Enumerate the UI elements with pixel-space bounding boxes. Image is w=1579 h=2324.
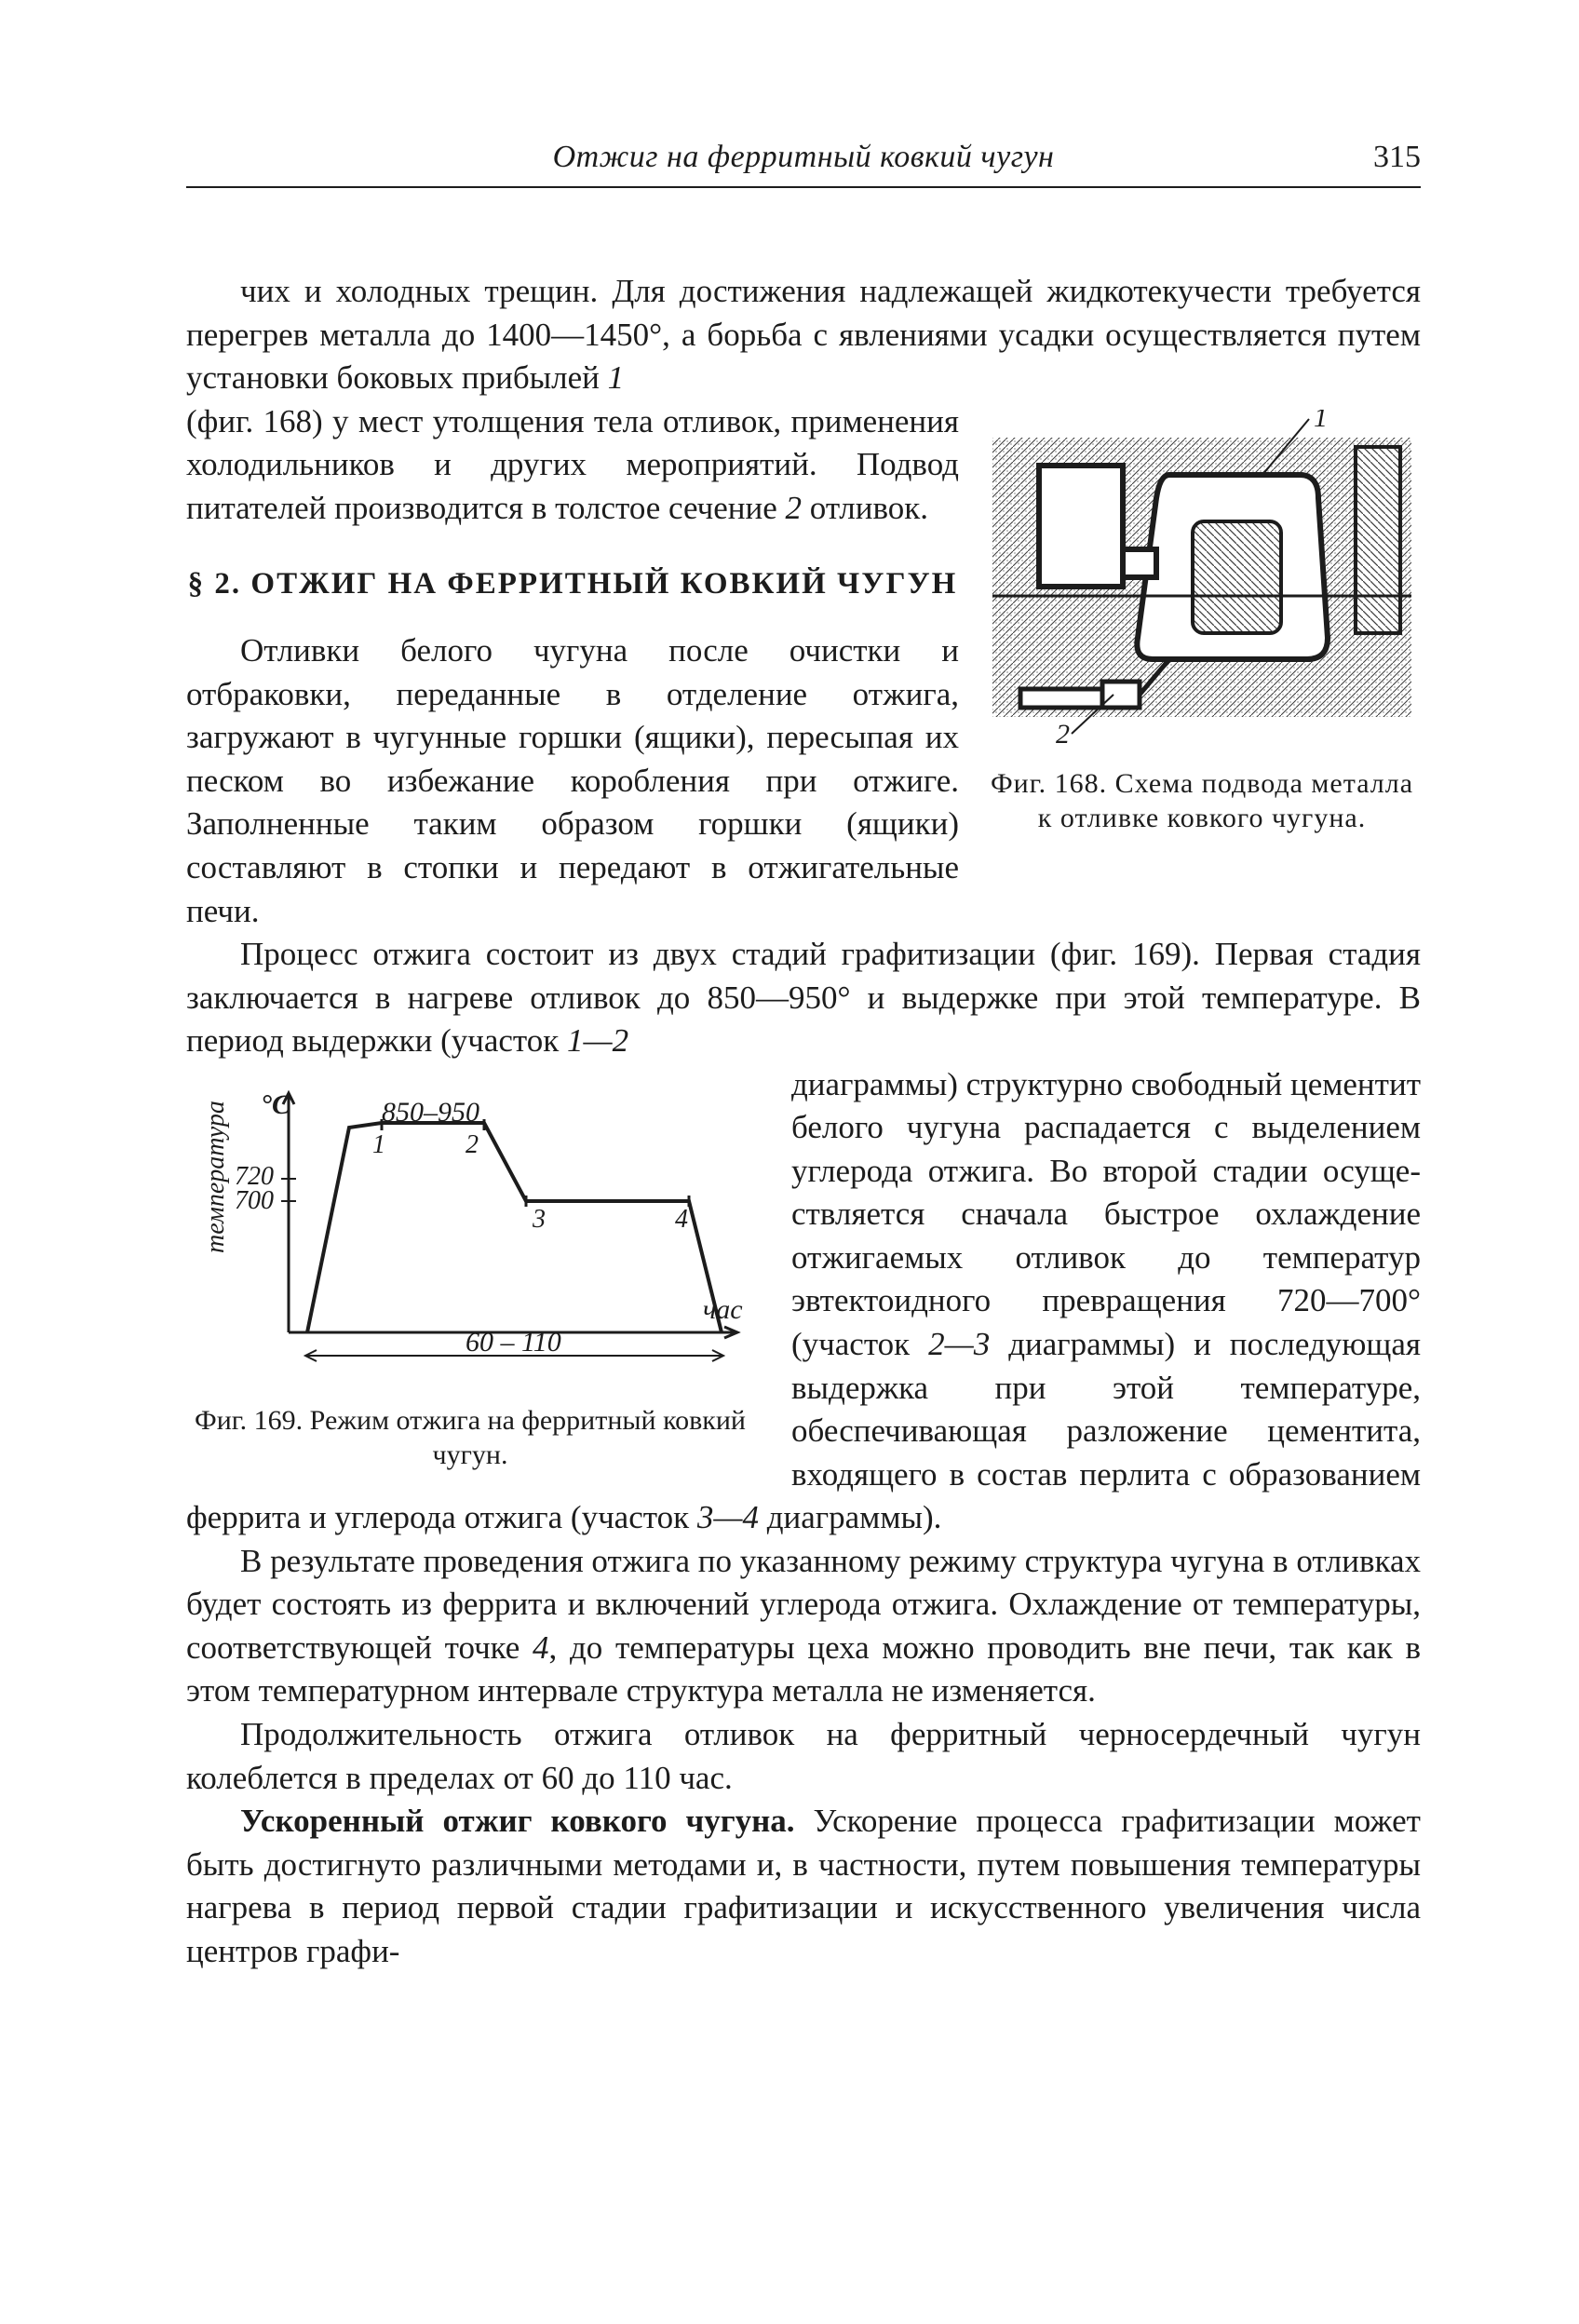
ref-pt4: 4 bbox=[533, 1629, 549, 1666]
paragraph-6: Ускоренный отжиг ковкого чугуна. Ускорен… bbox=[186, 1800, 1421, 1973]
figure-168-svg: 1 2 bbox=[983, 410, 1421, 745]
fig168-label-2: 2 bbox=[1056, 719, 1070, 745]
ref-23: 2—3 bbox=[928, 1326, 990, 1362]
running-title: Отжиг на ферритный ковкий чугун bbox=[186, 140, 1421, 175]
figure-169-svg: температура °C 720 700 850–950 1 2 3 4 bbox=[186, 1076, 754, 1384]
paragraph-1-a: чих и холодных трещин. Для достижения на… bbox=[186, 270, 1421, 400]
ref-12: 1—2 bbox=[567, 1022, 628, 1059]
ref-2: 2 bbox=[786, 490, 803, 526]
fig169-pt1: 1 bbox=[372, 1130, 385, 1159]
fig168-label-1: 1 bbox=[1314, 410, 1328, 433]
ref-34: 3—4 bbox=[697, 1499, 759, 1535]
paragraph-3-lead: Процесс отжига состоит из двух стадий гр… bbox=[186, 933, 1421, 1063]
ref-1: 1 bbox=[608, 359, 625, 396]
fig169-pt2: 2 bbox=[466, 1130, 479, 1159]
header-rule bbox=[186, 186, 1421, 188]
figure-169-caption: Фиг. 169. Режим отжига на ферритный ковк… bbox=[186, 1403, 754, 1473]
text: диаграммы). bbox=[759, 1499, 941, 1535]
fig169-tick-700: 700 bbox=[235, 1186, 274, 1215]
figure-168-caption: Фиг. 168. Схема подвода ме­талла к отлив… bbox=[983, 766, 1421, 836]
fig169-pt3: 3 bbox=[532, 1205, 546, 1234]
paragraph-5: Продолжительность отжига отливок на ферр… bbox=[186, 1713, 1421, 1800]
figure-169: температура °C 720 700 850–950 1 2 3 4 bbox=[186, 1076, 754, 1473]
running-header: Отжиг на ферритный ковкий чугун 315 bbox=[186, 140, 1421, 205]
text: от­ливок. bbox=[802, 490, 928, 526]
figure-168: 1 2 Фиг. 168. Схема подвода ме­талла к о… bbox=[983, 410, 1421, 836]
fig169-ylabel: температура bbox=[201, 1101, 230, 1253]
page-number: 315 bbox=[1373, 140, 1421, 175]
text: чих и холодных трещин. Для достижения на… bbox=[186, 273, 1421, 396]
page: Отжиг на ферритный ковкий чугун 315 чих … bbox=[186, 140, 1421, 1973]
text: диаграммы) структурно свободный цементит… bbox=[791, 1066, 1421, 1362]
fig169-xrange: 60 – 110 bbox=[466, 1327, 561, 1358]
fig169-xunit: час bbox=[703, 1294, 743, 1325]
text: Процесс отжига состоит из двух стадий гр… bbox=[186, 936, 1421, 1059]
paragraph-4: В результате проведения отжига по указан… bbox=[186, 1540, 1421, 1713]
fig169-yunit: °C bbox=[261, 1089, 291, 1120]
run-in-heading: Ускоренный отжиг ковкого чугуна. bbox=[240, 1803, 795, 1839]
fig169-pt4: 4 bbox=[675, 1205, 688, 1234]
